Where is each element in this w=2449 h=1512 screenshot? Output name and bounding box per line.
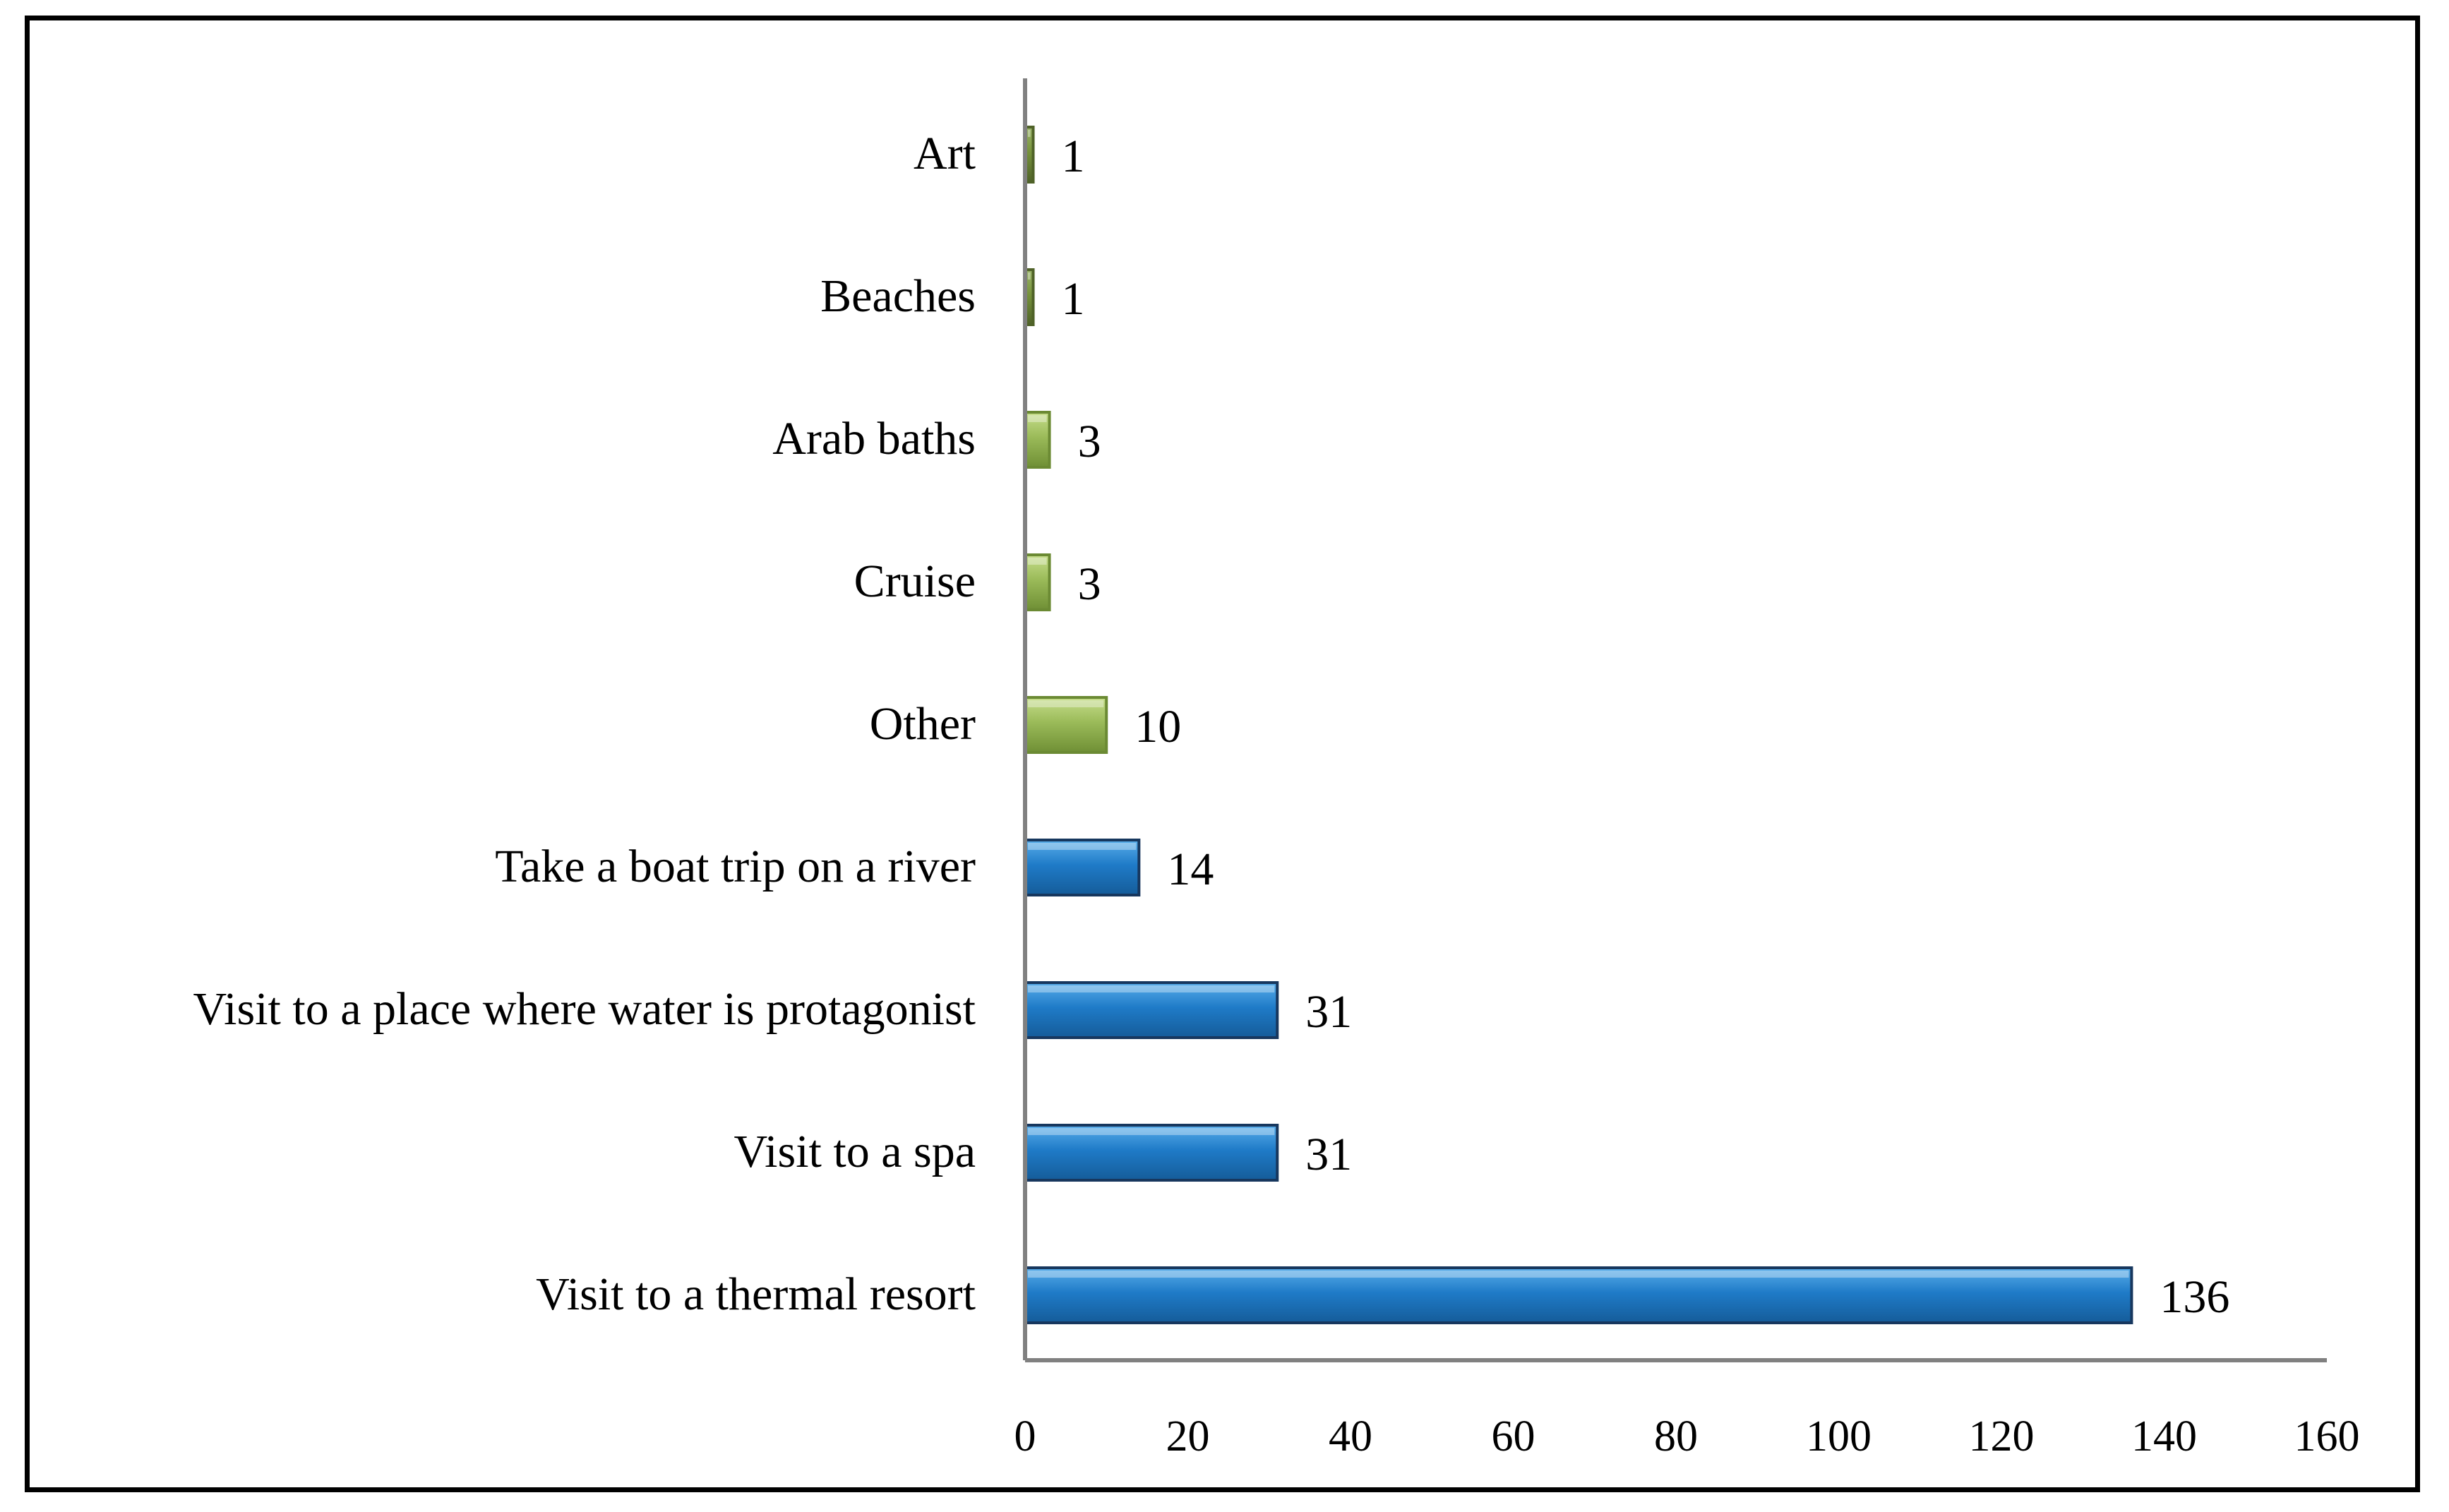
- x-tick-label: 160: [2294, 1412, 2360, 1460]
- bar-visit-to-a-place-where-water-is-protagonist: [1024, 981, 1279, 1039]
- x-tick-label: 60: [1492, 1412, 1535, 1460]
- bar-other: [1024, 696, 1108, 754]
- bar-arab-baths: [1024, 411, 1051, 469]
- bar-highlight: [1028, 843, 1137, 850]
- data-label: 136: [2160, 1271, 2229, 1323]
- bar-take-a-boat-trip-on-a-river: [1024, 839, 1141, 896]
- data-label: 1: [1062, 131, 1085, 182]
- x-tick-label: 80: [1654, 1412, 1698, 1460]
- bar-highlight: [1028, 700, 1104, 707]
- bars-layer: [1024, 126, 2133, 1324]
- labels-layer: Art 1 Beaches 1 Arab baths 3 Cruise 3 Other 10 Tak…: [193, 128, 2359, 1460]
- data-label: 14: [1167, 844, 1214, 895]
- bar-highlight: [1028, 1128, 1275, 1135]
- data-label: 31: [1305, 986, 1352, 1038]
- x-tick-label: 0: [1014, 1412, 1036, 1460]
- x-tick-label: 20: [1166, 1412, 1210, 1460]
- bar-highlight: [1028, 415, 1047, 422]
- chart-frame: Art 1 Beaches 1 Arab baths 3 Cruise 3 Other 10 Tak…: [25, 16, 2420, 1492]
- bar-highlight: [1028, 272, 1031, 280]
- bar-highlight: [1028, 985, 1275, 992]
- category-label: Arab baths: [772, 413, 976, 464]
- x-tick-label: 120: [1969, 1412, 2035, 1460]
- data-label: 31: [1305, 1129, 1352, 1180]
- category-label: Take a boat trip on a river: [495, 841, 976, 892]
- bar-highlight: [1028, 558, 1047, 565]
- bar-visit-to-a-spa: [1024, 1124, 1279, 1182]
- x-tick-label: 40: [1329, 1412, 1372, 1460]
- category-label: Visit to a spa: [733, 1126, 976, 1177]
- bar-cruise: [1024, 553, 1051, 611]
- category-label: Beaches: [820, 270, 976, 322]
- data-label: 3: [1078, 558, 1101, 610]
- category-label: Cruise: [854, 556, 976, 607]
- bar-highlight: [1028, 130, 1031, 137]
- bar-highlight: [1028, 1271, 2129, 1278]
- category-label: Art: [914, 128, 976, 179]
- x-tick-label: 100: [1806, 1412, 1872, 1460]
- bar-visit-to-a-thermal-resort: [1024, 1266, 2133, 1324]
- data-label: 10: [1134, 701, 1181, 752]
- data-label: 1: [1062, 273, 1085, 325]
- bar-chart: Art 1 Beaches 1 Arab baths 3 Cruise 3 Other 10 Tak…: [193, 78, 2360, 1460]
- category-label: Visit to a thermal resort: [536, 1268, 976, 1320]
- data-label: 3: [1078, 416, 1101, 467]
- axes-layer: [1023, 78, 2327, 1362]
- category-label: Other: [870, 698, 976, 750]
- category-label: Visit to a place where water is protagon…: [193, 983, 976, 1035]
- x-tick-label: 140: [2131, 1412, 2197, 1460]
